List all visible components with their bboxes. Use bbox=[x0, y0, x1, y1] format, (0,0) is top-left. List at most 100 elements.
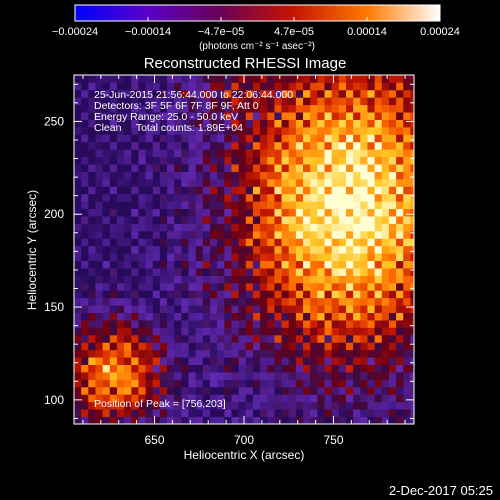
heatmap-cell bbox=[188, 394, 197, 403]
heatmap-cell bbox=[367, 208, 376, 217]
heatmap-cell bbox=[396, 245, 404, 254]
heatmap-cell bbox=[324, 134, 333, 143]
heatmap-cell bbox=[167, 112, 175, 120]
heatmap-cell bbox=[346, 126, 354, 135]
heatmap-cell bbox=[267, 342, 275, 351]
heatmap-cell bbox=[95, 171, 104, 180]
heatmap-cell bbox=[274, 238, 282, 247]
heatmap-cell bbox=[95, 75, 104, 83]
heatmap-cell bbox=[374, 223, 383, 232]
heatmap-cell bbox=[124, 297, 132, 306]
heatmap-cell bbox=[396, 89, 404, 98]
heatmap-cell bbox=[167, 349, 175, 358]
heatmap-cell bbox=[124, 342, 132, 351]
heatmap-cell bbox=[81, 364, 89, 373]
heatmap-cell bbox=[174, 171, 182, 180]
heatmap-cell bbox=[195, 171, 204, 180]
heatmap-cell bbox=[324, 216, 333, 224]
heatmap-cell bbox=[188, 126, 197, 135]
heatmap-cell bbox=[188, 134, 197, 143]
heatmap-cell bbox=[317, 97, 325, 106]
heatmap-cell bbox=[159, 238, 168, 247]
heatmap-cell bbox=[74, 238, 82, 247]
heatmap-cell bbox=[374, 372, 383, 380]
heatmap-cell bbox=[346, 156, 354, 165]
heatmap-cell bbox=[195, 282, 204, 291]
heatmap-cell bbox=[95, 126, 104, 135]
heatmap-cell bbox=[245, 416, 254, 424]
heatmap-cell bbox=[231, 394, 240, 403]
heatmap-cell bbox=[74, 97, 82, 106]
heatmap-cell bbox=[396, 75, 404, 83]
heatmap-cell bbox=[81, 216, 89, 224]
heatmap-cell bbox=[102, 305, 111, 314]
heatmap-cell bbox=[374, 282, 383, 291]
heatmap-cell bbox=[295, 260, 304, 269]
heatmap-cell bbox=[88, 416, 96, 424]
heatmap-cell bbox=[381, 327, 390, 336]
heatmap-cell bbox=[109, 134, 118, 143]
heatmap-cell bbox=[152, 186, 161, 195]
heatmap-cell bbox=[360, 364, 368, 373]
heatmap-cell bbox=[381, 379, 390, 388]
heatmap-cell bbox=[338, 357, 347, 365]
heatmap-cell bbox=[124, 260, 132, 269]
heatmap-cell bbox=[260, 305, 268, 314]
heatmap-cell bbox=[74, 349, 82, 358]
heatmap-cell bbox=[109, 97, 118, 106]
heatmap-cell bbox=[124, 349, 132, 358]
heatmap-cell bbox=[152, 238, 161, 247]
heatmap-cell bbox=[403, 349, 411, 358]
heatmap-cell bbox=[403, 238, 411, 247]
heatmap-cell bbox=[181, 156, 189, 165]
heatmap-cell bbox=[281, 305, 290, 314]
heatmap-cell bbox=[410, 275, 414, 284]
heatmap-cell bbox=[346, 208, 354, 217]
heatmap-cell bbox=[202, 342, 211, 351]
heatmap-cell bbox=[74, 268, 82, 276]
heatmap-cell bbox=[231, 364, 240, 373]
heatmap-cell bbox=[174, 394, 182, 403]
heatmap-cell bbox=[281, 394, 290, 403]
heatmap-cell bbox=[202, 112, 211, 120]
heatmap-cell bbox=[324, 349, 333, 358]
heatmap-cell bbox=[288, 349, 297, 358]
heatmap-cell bbox=[360, 119, 368, 128]
heatmap-cell bbox=[396, 357, 404, 365]
heatmap-cell bbox=[102, 245, 111, 254]
heatmap-cell bbox=[303, 156, 311, 165]
heatmap-cell bbox=[238, 164, 247, 172]
heatmap-cell bbox=[403, 126, 411, 135]
heatmap-cell bbox=[338, 282, 347, 291]
heatmap-cell bbox=[281, 126, 290, 135]
heatmap-cell bbox=[281, 89, 290, 98]
heatmap-cell bbox=[224, 149, 232, 158]
heatmap-cell bbox=[159, 126, 168, 135]
heatmap-cell bbox=[131, 141, 139, 150]
heatmap-cell bbox=[152, 126, 161, 135]
heatmap-cell bbox=[124, 186, 132, 195]
heatmap-cell bbox=[152, 104, 161, 113]
heatmap-cell bbox=[396, 134, 404, 143]
heatmap-cell bbox=[231, 201, 240, 210]
heatmap-cell bbox=[367, 216, 376, 224]
heatmap-cell bbox=[231, 119, 240, 128]
heatmap-cell bbox=[252, 253, 261, 262]
heatmap-cell bbox=[124, 268, 132, 276]
heatmap-cell bbox=[388, 372, 397, 380]
heatmap-cell bbox=[195, 253, 204, 262]
heatmap-cell bbox=[303, 409, 311, 417]
heatmap-cell bbox=[381, 82, 390, 91]
heatmap-cell bbox=[303, 253, 311, 262]
heatmap-cell bbox=[224, 342, 232, 351]
heatmap-cell bbox=[152, 401, 161, 410]
heatmap-cell bbox=[310, 305, 318, 314]
heatmap-cell bbox=[188, 320, 197, 328]
heatmap-cell bbox=[388, 305, 397, 314]
heatmap-cell bbox=[167, 364, 175, 373]
heatmap-cell bbox=[159, 372, 168, 380]
heatmap-cell bbox=[174, 275, 182, 284]
heatmap-cell bbox=[367, 305, 376, 314]
heatmap-cell bbox=[224, 312, 232, 321]
heatmap-cell bbox=[331, 372, 340, 380]
